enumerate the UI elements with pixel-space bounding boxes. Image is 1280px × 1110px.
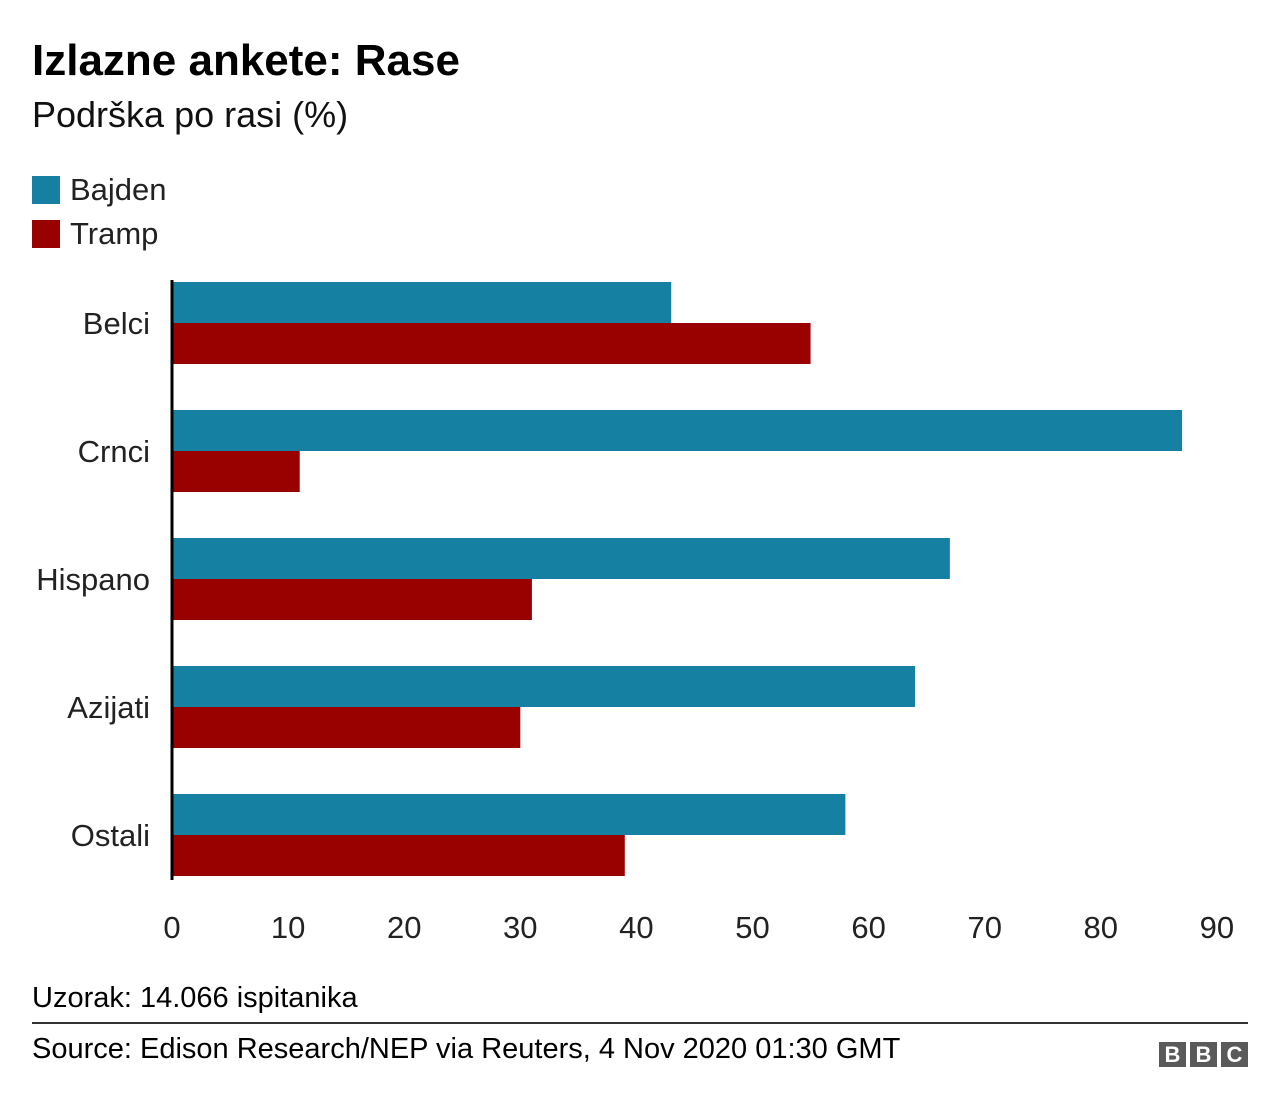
bar-tramp-azijati bbox=[172, 707, 521, 748]
x-tick-label: 40 bbox=[619, 910, 653, 945]
bar-tramp-crnci bbox=[172, 451, 300, 492]
x-tick-label: 90 bbox=[1200, 910, 1234, 945]
bar-bajden-crnci bbox=[172, 410, 1183, 451]
bar-bajden-belci bbox=[172, 282, 672, 323]
category-label-ostali: Ostali bbox=[71, 818, 150, 853]
chart-title: Izlazne ankete: Rase bbox=[32, 36, 460, 85]
category-label-belci: Belci bbox=[83, 306, 150, 341]
footer-divider bbox=[32, 1022, 1248, 1024]
chart-subtitle: Podrška po rasi (%) bbox=[32, 94, 349, 135]
x-tick-label: 80 bbox=[1084, 910, 1118, 945]
x-tick-label: 70 bbox=[967, 910, 1001, 945]
source-text: Source: Edison Research/NEP via Reuters,… bbox=[32, 1033, 901, 1065]
legend-item-bajden: Bajden bbox=[32, 168, 167, 212]
x-tick-label: 50 bbox=[735, 910, 769, 945]
x-tick-label: 30 bbox=[503, 910, 537, 945]
legend-label-bajden: Bajden bbox=[70, 172, 167, 207]
bar-chart: Belci Crnci Hispano Azijati Ostali 0 10 20 30 40 5… bbox=[36, 280, 1234, 945]
bar-bajden-azijati bbox=[172, 666, 916, 707]
bar-bajden-hispano bbox=[172, 538, 950, 579]
category-label-azijati: Azijati bbox=[67, 690, 150, 725]
x-tick-label: 60 bbox=[851, 910, 885, 945]
bbc-logo-letter: B bbox=[1190, 1042, 1217, 1067]
bar-tramp-ostali bbox=[172, 835, 625, 876]
bar-tramp-hispano bbox=[172, 579, 532, 620]
legend: Bajden Tramp bbox=[32, 168, 167, 256]
category-label-hispano: Hispano bbox=[36, 562, 150, 597]
legend-item-tramp: Tramp bbox=[32, 212, 167, 256]
bbc-logo-letter: C bbox=[1221, 1042, 1248, 1067]
bar-bajden-ostali bbox=[172, 794, 846, 835]
bbc-logo-letter: B bbox=[1159, 1042, 1186, 1067]
bar-tramp-belci bbox=[172, 323, 811, 364]
bbc-logo: B B C bbox=[1159, 1042, 1248, 1067]
category-label-crnci: Crnci bbox=[78, 434, 150, 469]
sample-note: Uzorak: 14.066 ispitanika bbox=[32, 982, 358, 1014]
x-tick-label: 10 bbox=[271, 910, 305, 945]
legend-swatch-bajden bbox=[32, 176, 60, 204]
x-tick-label: 20 bbox=[387, 910, 421, 945]
legend-label-tramp: Tramp bbox=[70, 216, 159, 251]
x-tick-label: 0 bbox=[163, 910, 180, 945]
legend-swatch-tramp bbox=[32, 220, 60, 248]
